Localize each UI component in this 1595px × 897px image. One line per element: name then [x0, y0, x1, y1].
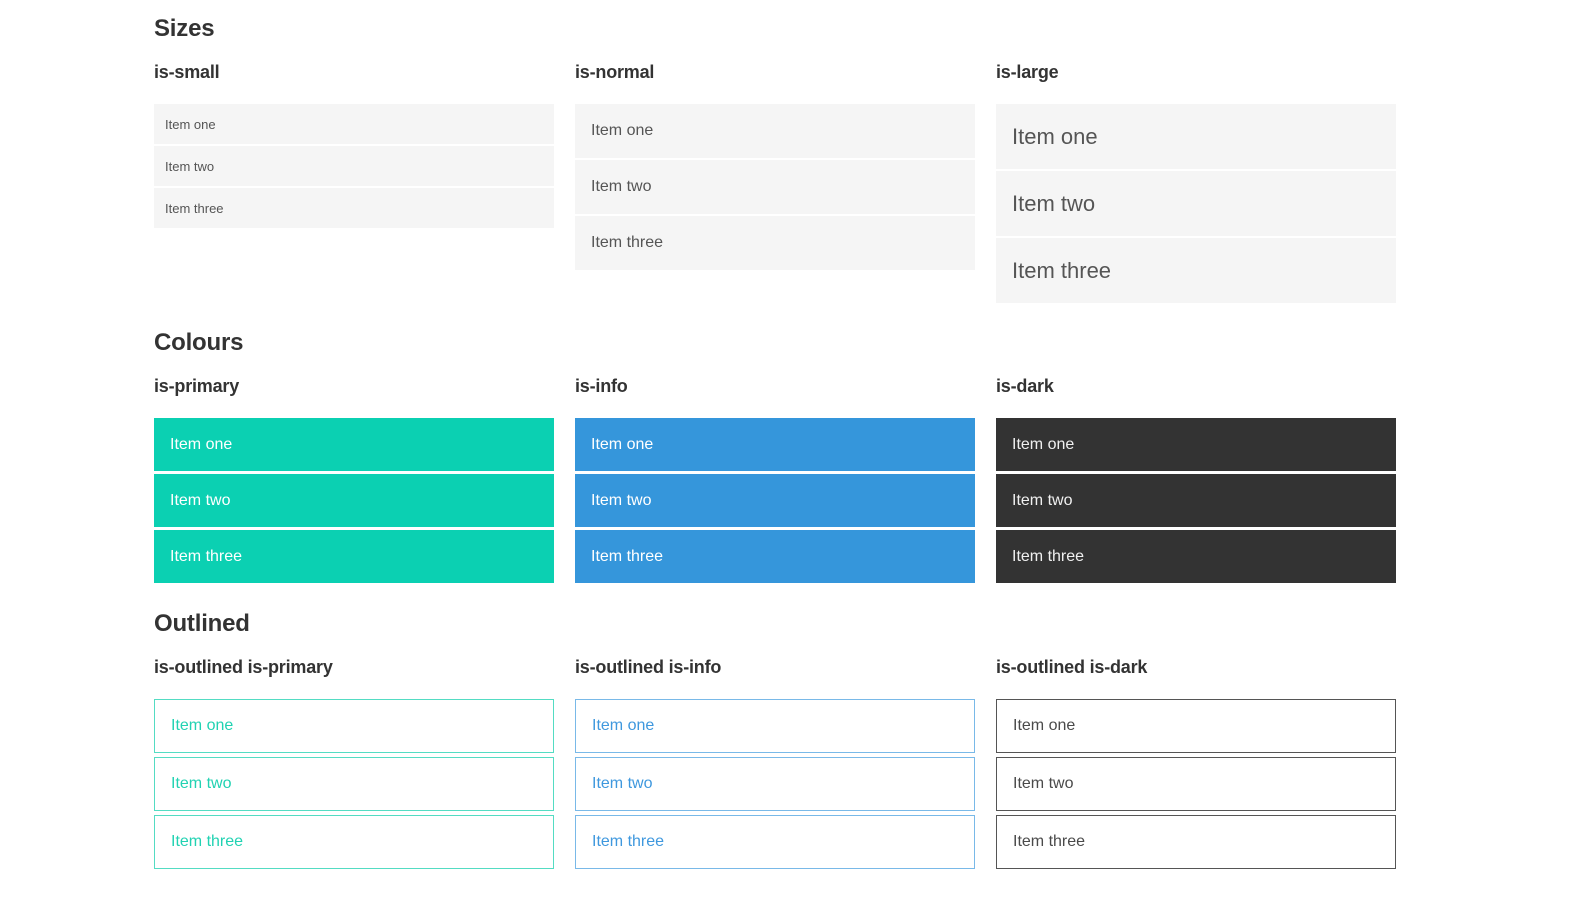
list-is-small: Item one Item two Item three — [154, 104, 554, 228]
list-item[interactable]: Item three — [154, 815, 554, 869]
group-label-is-outlined-is-dark: is-outlined is-dark — [996, 657, 1148, 677]
list-item[interactable]: Item two — [996, 171, 1396, 236]
group-label-is-dark: is-dark — [996, 376, 1054, 396]
group-is-small: is-small Item one Item two Item three — [154, 60, 554, 230]
group-is-outlined-is-primary: is-outlined is-primary Item one Item two… — [154, 655, 554, 873]
list-component-showcase-page: Sizes is-small Item one Item two Item th… — [154, 0, 1396, 873]
list-item[interactable]: Item three — [996, 238, 1396, 303]
list-is-outlined-is-primary: Item one Item two Item three — [154, 699, 554, 869]
list-item[interactable]: Item one — [996, 699, 1396, 753]
list-is-outlined-is-dark: Item one Item two Item three — [996, 699, 1396, 869]
list-item[interactable]: Item one — [154, 699, 554, 753]
group-is-large: is-large Item one Item two Item three — [996, 60, 1396, 305]
list-item[interactable]: Item three — [154, 188, 554, 228]
sizes-groups: is-small Item one Item two Item three is… — [154, 60, 1396, 305]
list-is-large: Item one Item two Item three — [996, 104, 1396, 303]
list-is-dark: Item one Item two Item three — [996, 418, 1396, 583]
group-is-outlined-is-info: is-outlined is-info Item one Item two It… — [575, 655, 975, 873]
group-label-is-outlined-is-primary: is-outlined is-primary — [154, 657, 333, 677]
section-sizes: Sizes is-small Item one Item two Item th… — [154, 13, 1396, 305]
list-item[interactable]: Item two — [154, 757, 554, 811]
list-item[interactable]: Item two — [996, 474, 1396, 527]
list-is-info: Item one Item two Item three — [575, 418, 975, 583]
section-title-sizes: Sizes — [154, 15, 215, 42]
list-item[interactable]: Item one — [996, 104, 1396, 169]
list-item[interactable]: Item one — [996, 418, 1396, 471]
list-item[interactable]: Item one — [575, 104, 975, 158]
list-item[interactable]: Item two — [575, 757, 975, 811]
list-item[interactable]: Item three — [996, 815, 1396, 869]
group-label-is-large: is-large — [996, 62, 1059, 82]
section-colours: Colours is-primary Item one Item two Ite… — [154, 327, 1396, 586]
group-label-is-small: is-small — [154, 62, 220, 82]
list-item[interactable]: Item two — [575, 160, 975, 214]
group-label-is-outlined-is-info: is-outlined is-info — [575, 657, 722, 677]
list-item[interactable]: Item two — [154, 474, 554, 527]
list-item[interactable]: Item three — [575, 216, 975, 270]
group-is-normal: is-normal Item one Item two Item three — [575, 60, 975, 272]
list-item[interactable]: Item two — [575, 474, 975, 527]
group-label-is-info: is-info — [575, 376, 628, 396]
list-is-primary: Item one Item two Item three — [154, 418, 554, 583]
group-is-primary: is-primary Item one Item two Item three — [154, 374, 554, 586]
list-item[interactable]: Item two — [154, 146, 554, 186]
section-title-outlined: Outlined — [154, 610, 250, 637]
outlined-groups: is-outlined is-primary Item one Item two… — [154, 655, 1396, 873]
colours-groups: is-primary Item one Item two Item three … — [154, 374, 1396, 586]
list-item[interactable]: Item one — [575, 699, 975, 753]
list-is-normal: Item one Item two Item three — [575, 104, 975, 270]
section-title-colours: Colours — [154, 329, 244, 356]
group-label-is-normal: is-normal — [575, 62, 655, 82]
list-item[interactable]: Item three — [154, 530, 554, 583]
group-label-is-primary: is-primary — [154, 376, 240, 396]
list-item[interactable]: Item one — [154, 104, 554, 144]
list-item[interactable]: Item three — [575, 815, 975, 869]
list-item[interactable]: Item one — [154, 418, 554, 471]
list-is-outlined-is-info: Item one Item two Item three — [575, 699, 975, 869]
group-is-info: is-info Item one Item two Item three — [575, 374, 975, 586]
list-item[interactable]: Item three — [575, 530, 975, 583]
section-outlined: Outlined is-outlined is-primary Item one… — [154, 608, 1396, 873]
group-is-dark: is-dark Item one Item two Item three — [996, 374, 1396, 586]
list-item[interactable]: Item two — [996, 757, 1396, 811]
group-is-outlined-is-dark: is-outlined is-dark Item one Item two It… — [996, 655, 1396, 873]
list-item[interactable]: Item three — [996, 530, 1396, 583]
list-item[interactable]: Item one — [575, 418, 975, 471]
